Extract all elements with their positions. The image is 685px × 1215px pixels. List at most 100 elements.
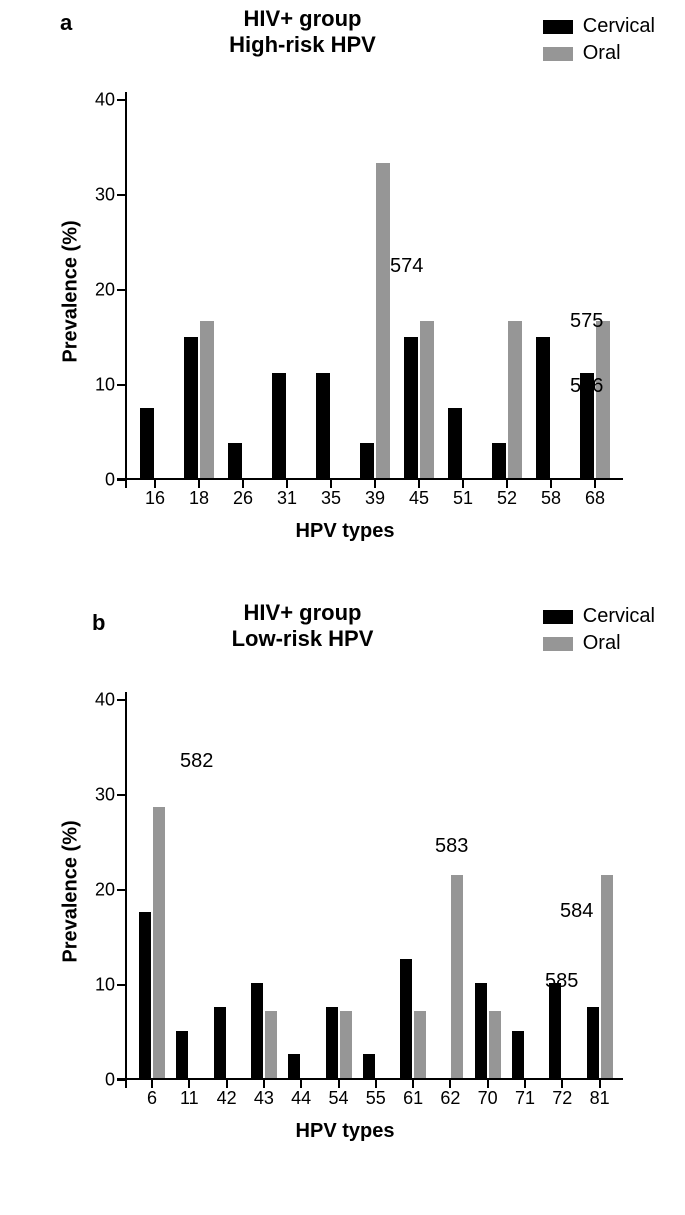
x-tick [599,1080,601,1088]
x-tick-label: 70 [478,1088,498,1109]
annotation: 576 [570,375,603,398]
bar [228,443,242,478]
bar [451,875,463,1078]
bar [153,807,165,1078]
y-tick [117,194,125,196]
x-tick [300,1080,302,1088]
x-tick [487,1080,489,1088]
annotation: 584 [560,900,593,923]
bar [512,1031,524,1079]
x-tick [338,1080,340,1088]
y-tick-label: 10 [95,975,115,996]
x-tick-label: 52 [497,488,517,509]
x-tick [418,480,420,488]
bar [404,337,418,478]
annotation: 574 [390,255,423,278]
x-tick [188,1080,190,1088]
y-tick-label: 0 [105,470,115,491]
chart-a: 0102030401618263135394551525868574575576… [45,20,645,580]
x-tick [462,480,464,488]
bar [251,983,263,1078]
plot-a: 0102030401618263135394551525868574575576 [125,100,615,480]
x-tick-label: 39 [365,488,385,509]
x-axis-b [117,1078,623,1080]
bar [596,321,610,478]
x-tick-label: 58 [541,488,561,509]
x-tick [449,1080,451,1088]
x-tick [226,1080,228,1088]
bar [475,983,487,1078]
x-tick-label: 51 [453,488,473,509]
x-tick [550,480,552,488]
bar [363,1054,375,1078]
annotation: 583 [435,835,468,858]
x-tick-label: 26 [233,488,253,509]
bar [214,1007,226,1078]
x-tick-label: 72 [552,1088,572,1109]
chart-b: 0102030406114243445455616270717281582583… [45,620,645,1180]
x-tick [594,480,596,488]
x-tick-label: 6 [147,1088,157,1109]
annotation: 582 [180,750,213,773]
annotation: 575 [570,310,603,333]
y-tick [117,794,125,796]
x-label-a: HPV types [45,520,645,543]
bar [587,1007,599,1078]
bar [360,443,374,478]
x-tick [242,480,244,488]
x-tick [198,480,200,488]
y-axis-b [125,692,127,1088]
x-tick [151,1080,153,1088]
x-tick-label: 11 [180,1088,199,1109]
y-tick-label: 30 [95,185,115,206]
y-tick-label: 0 [105,1070,115,1091]
x-tick-label: 18 [189,488,209,509]
x-tick [506,480,508,488]
bar [414,1011,426,1078]
x-tick-label: 71 [515,1088,535,1109]
y-tick [117,1079,125,1081]
bar [139,912,151,1078]
x-tick-label: 68 [585,488,605,509]
x-tick-label: 55 [366,1088,386,1109]
x-tick [374,480,376,488]
x-tick-label: 43 [254,1088,274,1109]
plot-b: 0102030406114243445455616270717281582583… [125,700,615,1080]
x-tick [375,1080,377,1088]
y-tick-label: 30 [95,785,115,806]
bar [176,1031,188,1079]
y-tick [117,289,125,291]
x-tick-label: 62 [440,1088,460,1109]
x-tick [154,480,156,488]
bar [288,1054,300,1078]
bar [376,163,390,478]
x-tick-label: 61 [403,1088,423,1109]
bar [536,337,550,478]
bar [316,373,330,478]
x-tick-label: 45 [409,488,429,509]
y-tick [117,984,125,986]
bar [140,408,154,478]
x-tick-label: 35 [321,488,341,509]
y-tick [117,384,125,386]
bar [326,1007,338,1078]
x-tick [263,1080,265,1088]
x-tick [524,1080,526,1088]
x-tick-label: 16 [145,488,165,509]
y-axis-a [125,92,127,488]
x-tick-label: 54 [328,1088,348,1109]
x-tick-label: 31 [277,488,297,509]
x-tick [561,1080,563,1088]
x-tick-label: 42 [217,1088,237,1109]
bar [420,321,434,478]
y-tick-label: 20 [95,880,115,901]
annotation: 585 [545,970,578,993]
y-tick [117,99,125,101]
bar [549,983,561,1078]
x-tick [286,480,288,488]
x-tick [330,480,332,488]
y-tick [117,889,125,891]
bar [340,1011,352,1078]
y-label-b: Prevalence (%) [60,820,83,962]
y-tick-label: 40 [95,690,115,711]
